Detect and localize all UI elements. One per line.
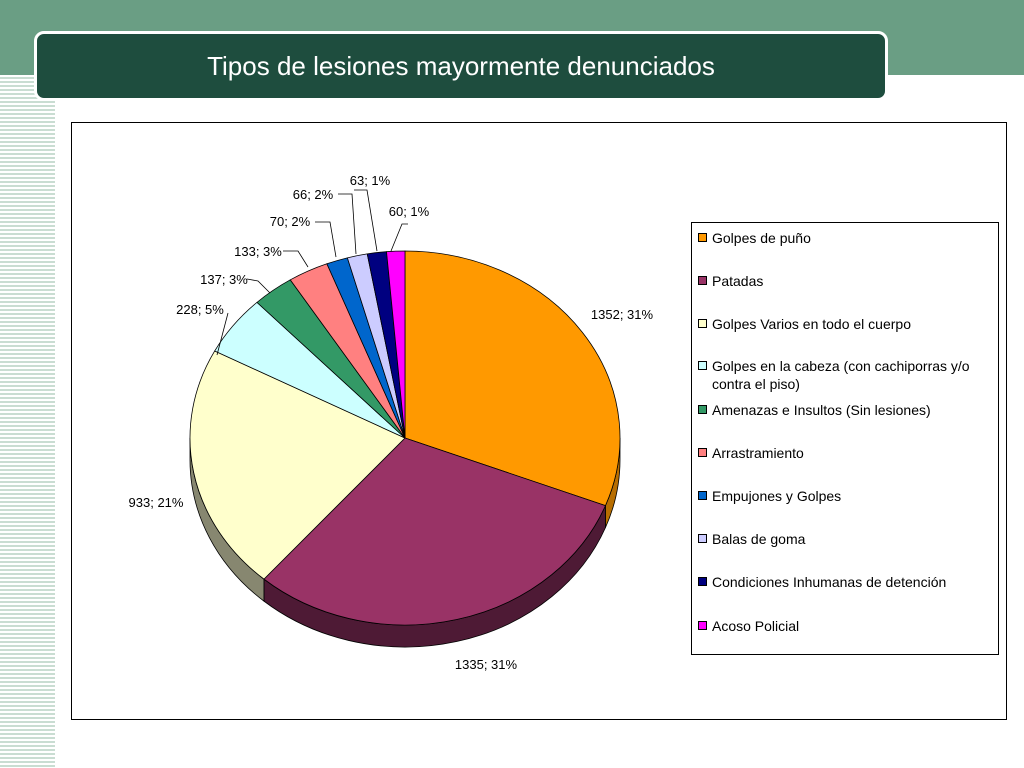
pie-slice-1 (404, 250, 621, 507)
chart-legend: Golpes de puño Patadas Golpes Varios en to… (691, 222, 999, 655)
legend-item-6: Arrastramiento (698, 444, 998, 462)
legend-swatch-6 (698, 448, 707, 457)
legend-item-7: Empujones y Golpes (698, 487, 998, 505)
data-label-7: 70; 2% (270, 214, 311, 229)
legend-label-8: Balas de goma (712, 531, 806, 547)
legend-label-3: Golpes Varios en todo el cuerpo (712, 316, 911, 332)
legend-item-9: Condiciones Inhumanas de detención (698, 573, 998, 591)
chart-frame: 1352; 31% 1335; 31% 933; 21% 228; 5% 137; 3%… (71, 122, 1007, 720)
leader-line-4 (216, 312, 229, 356)
legend-item-1: Golpes de puño (698, 229, 998, 247)
legend-swatch-10 (698, 621, 707, 630)
legend-label-5: Amenazas e Insultos (Sin lesiones) (712, 402, 931, 418)
data-label-10: 60; 1% (389, 204, 430, 219)
leader-line-8 (338, 193, 357, 255)
legend-swatch-7 (698, 491, 707, 500)
data-label-5: 137; 3% (200, 272, 248, 287)
legend-swatch-4 (698, 361, 707, 370)
legend-swatch-2 (698, 276, 707, 285)
leader-line-5 (246, 278, 271, 294)
data-label-1: 1352; 31% (591, 307, 654, 322)
legend-label-1: Golpes de puño (712, 230, 811, 246)
data-label-2: 1335; 31% (455, 657, 518, 672)
legend-label-10: Acoso Policial (712, 618, 800, 634)
leader-line-6 (283, 250, 309, 268)
data-label-4: 228; 5% (176, 302, 224, 317)
legend-item-4: Golpes en la cabeza (con cachiporras y/o… (698, 357, 998, 393)
leader-line-7 (315, 221, 337, 258)
legend-swatch-8 (698, 534, 707, 543)
pie-chart: 1352; 31% 1335; 31% 933; 21% 228; 5% 137; 3%… (129, 173, 654, 672)
leader-line-9 (354, 189, 378, 252)
legend-swatch-3 (698, 319, 707, 328)
decorative-stripes (0, 75, 55, 768)
legend-swatch-1 (698, 233, 707, 242)
pie-slice-3 (189, 350, 406, 580)
pie-slice-10 (386, 250, 406, 439)
legend-label-7: Empujones y Golpes (712, 488, 842, 504)
leader-line-10 (390, 223, 408, 252)
data-label-8: 66; 2% (293, 187, 334, 202)
legend-swatch-9 (698, 577, 707, 586)
pie-slice-2 (263, 437, 606, 626)
data-label-6: 133; 3% (234, 244, 282, 259)
legend-item-5: Amenazas e Insultos (Sin lesiones) (698, 401, 998, 419)
legend-item-10: Acoso Policial (698, 617, 998, 635)
slide-title: Tipos de lesiones mayormente denunciados (207, 50, 715, 81)
legend-label-2: Patadas (712, 273, 764, 289)
legend-label-6: Arrastramiento (712, 445, 804, 461)
title-banner: Tipos de lesiones mayormente denunciados (34, 31, 888, 101)
legend-item-2: Patadas (698, 272, 998, 290)
data-label-3: 933; 21% (129, 495, 184, 510)
legend-item-3: Golpes Varios en todo el cuerpo (698, 315, 998, 333)
legend-swatch-5 (698, 405, 707, 414)
legend-item-8: Balas de goma (698, 530, 998, 548)
legend-label-9: Condiciones Inhumanas de detención (712, 574, 947, 590)
legend-label-4: Golpes en la cabeza (con cachiporras y/o… (712, 358, 970, 392)
data-label-9: 63; 1% (350, 173, 391, 188)
